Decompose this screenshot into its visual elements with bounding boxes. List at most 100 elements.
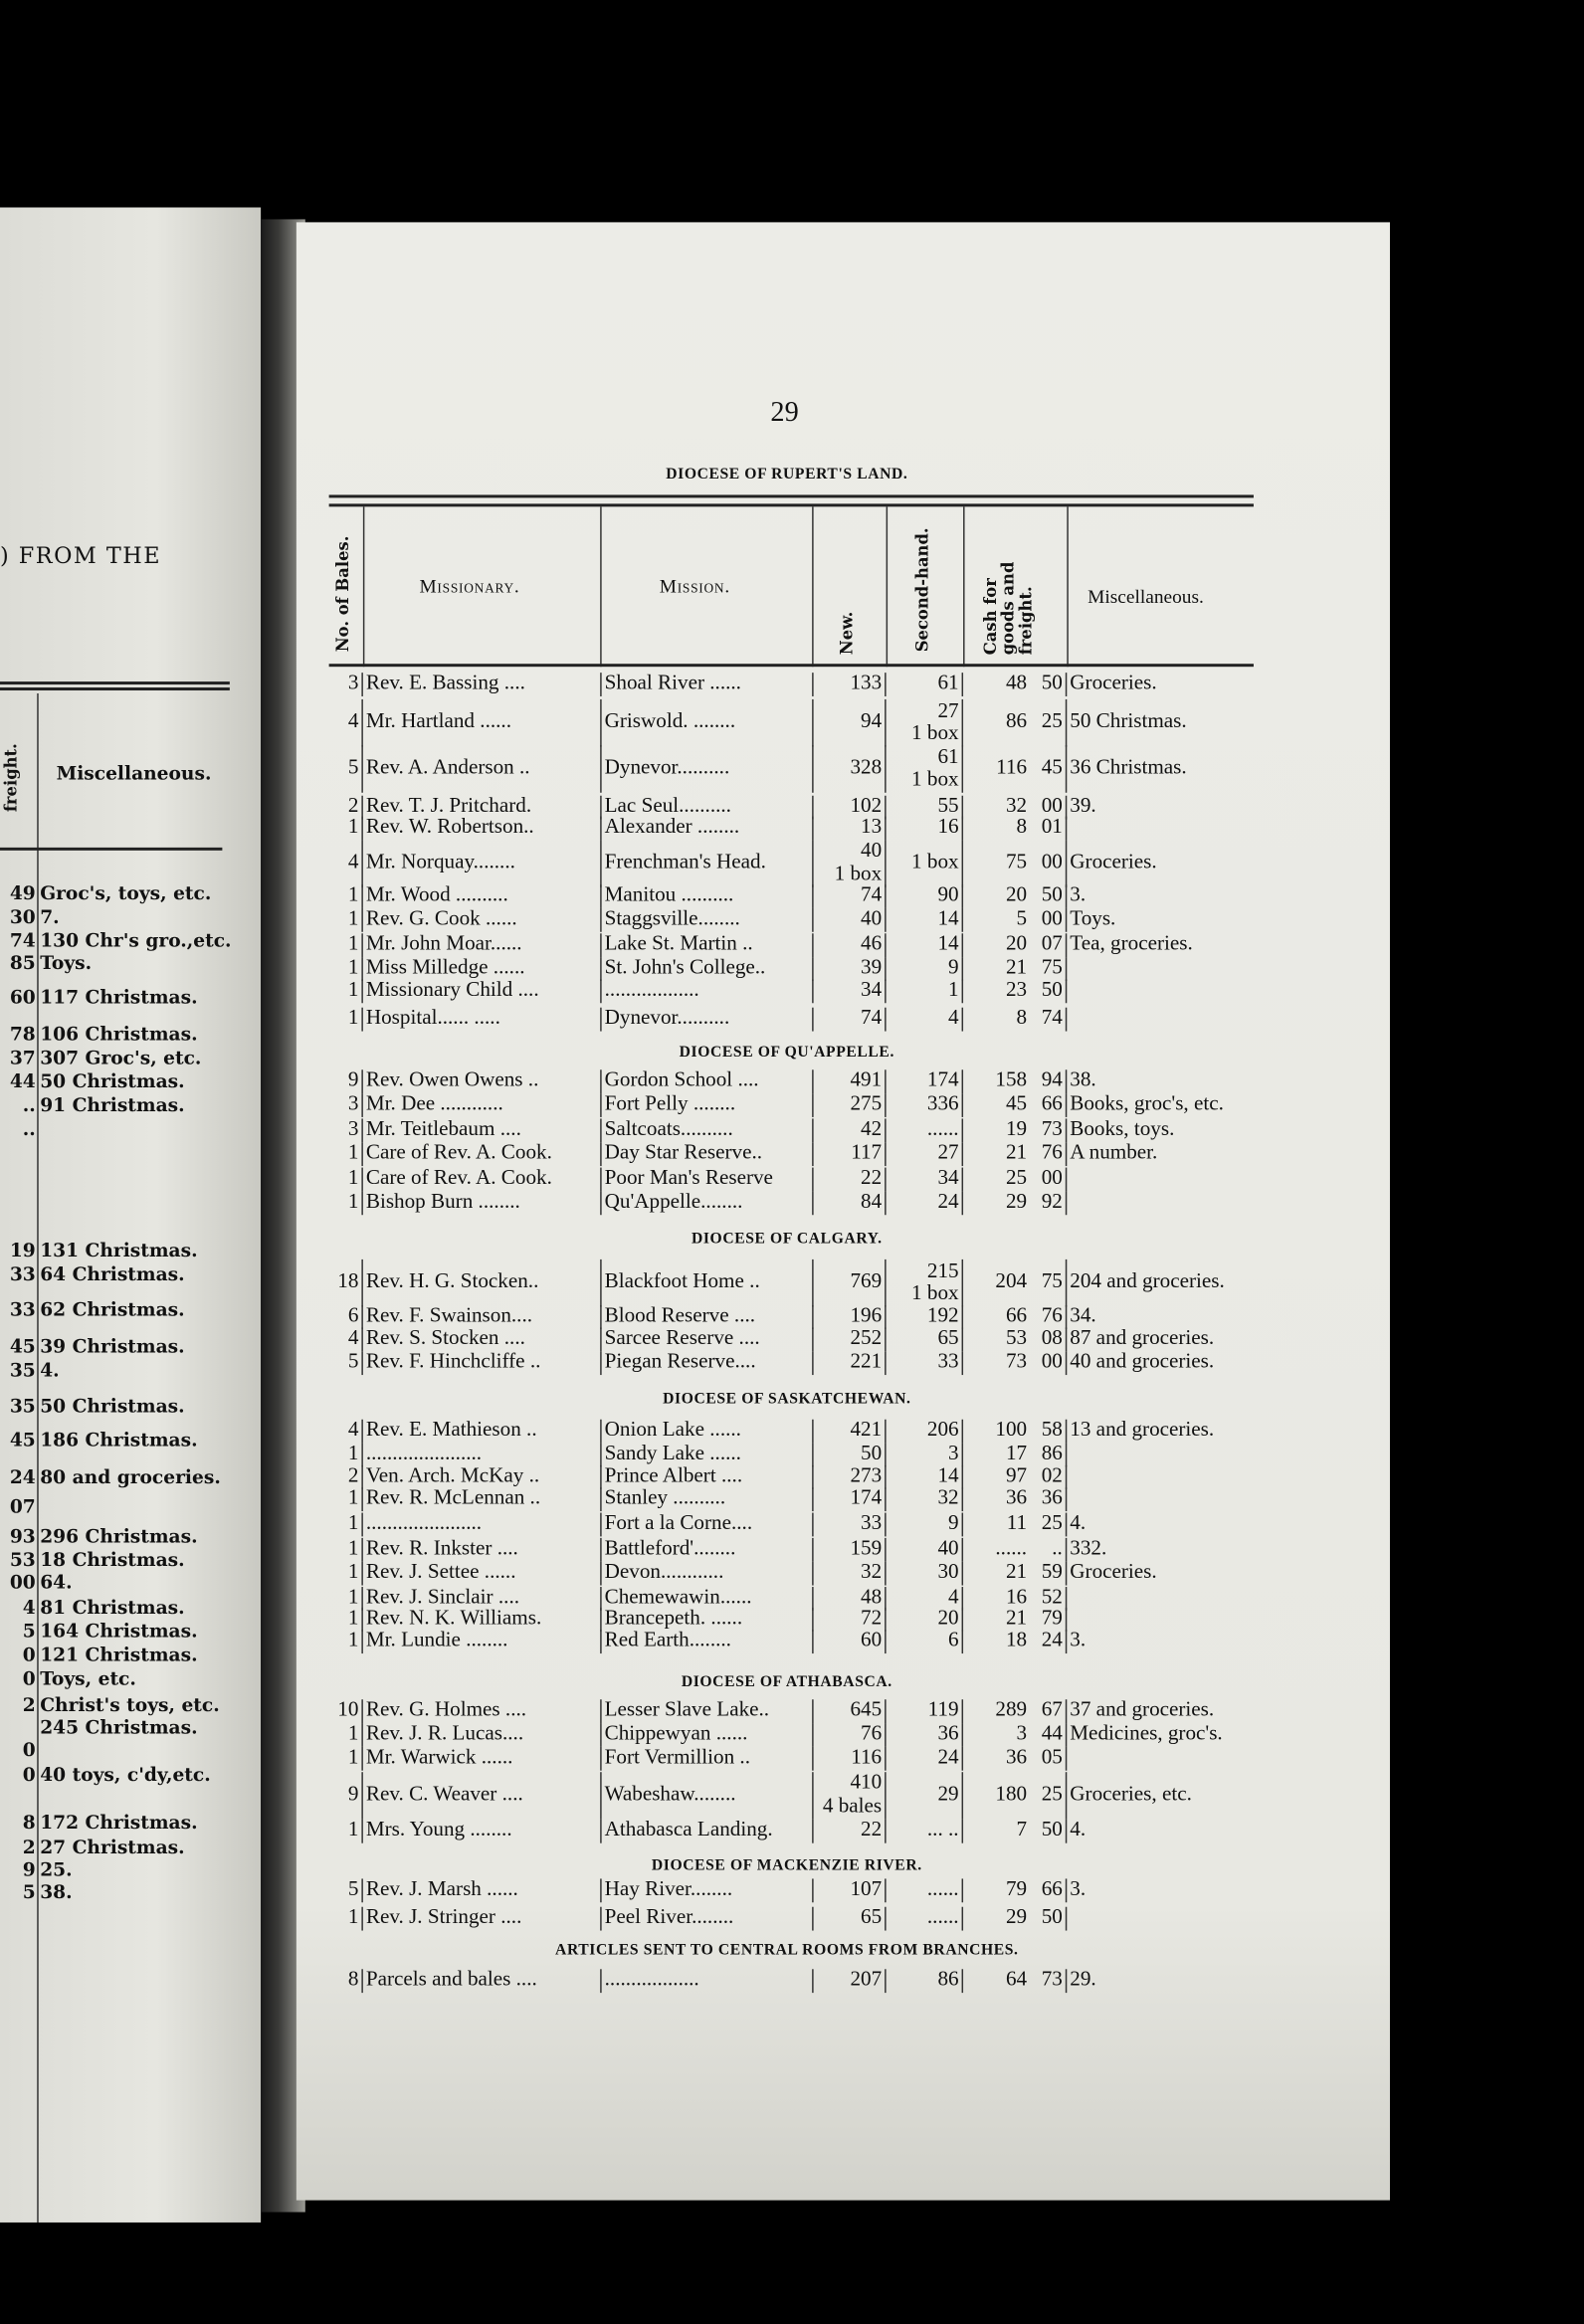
new-cell: 39: [812, 957, 887, 981]
table-row: 1...................... Sandy Lake ......…: [323, 1443, 1272, 1467]
col-header-second-hand: Second-hand.: [912, 527, 932, 653]
mission-cell: Dynevor..........: [600, 1007, 812, 1032]
cash-cents-cell: 73: [1033, 1118, 1068, 1143]
new-cell: 60: [812, 1630, 887, 1654]
table-row: 1 Rev. G. Cook ...... Staggsville........ 4…: [323, 907, 1272, 932]
new-cell: 107: [812, 1878, 887, 1903]
left-misc-value: 296 Christmas.: [40, 1524, 198, 1547]
second-hand-cell: 24: [887, 1191, 964, 1216]
header-divider: [812, 506, 814, 668]
bales-cell: 6: [323, 1305, 363, 1329]
misc-cell: [1067, 817, 1272, 841]
left-list-item: 78 106 Christmas.: [0, 1023, 198, 1047]
new-cell: 116: [812, 1746, 887, 1771]
left-freight-value: 74: [9, 928, 36, 952]
misc-cell: 87 and groceries.: [1070, 1327, 1215, 1351]
misc-cell: [1067, 1907, 1272, 1931]
section-heading: DIOCESE OF SASKATCHEWAN.: [663, 1391, 911, 1408]
mission-cell: Blood Reserve ....: [600, 1305, 812, 1329]
mission-cell: St. John's College..: [600, 957, 812, 981]
table-row: 1 Rev. J. Sinclair .... Chemewawin...... 48…: [323, 1587, 1272, 1611]
left-misc-value: Groc's, toys, etc.: [40, 881, 212, 904]
left-freight-value: 2: [22, 1693, 36, 1716]
mission-cell: ..................: [600, 979, 812, 1004]
cash-dollars-cell: 97: [1005, 1464, 1028, 1488]
mission-cell: Alexander ........: [600, 816, 812, 841]
table-row: 2 Ven. Arch. McKay .. Prince Albert .... 27…: [323, 1464, 1272, 1489]
mission-cell: Wabeshaw........: [600, 1772, 812, 1820]
misc-cell: 37 and groceries.: [1070, 1699, 1215, 1722]
left-freight-value: 0: [22, 1737, 36, 1761]
missionary-cell: Rev. E. Bassing ....: [365, 673, 525, 695]
cash-cents-cell: 75: [1033, 1259, 1068, 1307]
misc-cell: 3.: [1070, 1630, 1087, 1652]
table-row: 1 Bishop Burn ........ Qu'Appelle........ 8…: [323, 1191, 1272, 1216]
section-heading: ARTICLES SENT TO CENTRAL ROOMS FROM BRAN…: [555, 1942, 1019, 1959]
missionary-cell: ......................: [365, 1512, 483, 1536]
misc-cell: [1067, 979, 1272, 1003]
bales-cell: 18: [323, 1259, 363, 1307]
bales-cell: 1: [323, 1537, 363, 1562]
cash-dollars-cell: ......: [995, 1537, 1028, 1561]
mission-cell: Frenchman's Head.: [600, 840, 812, 888]
second-hand-cell: 14: [887, 1464, 964, 1489]
left-freight-value: ..: [22, 1116, 36, 1140]
second-hand-cell: ......: [887, 1906, 964, 1931]
left-freight-value: 53: [9, 1548, 36, 1571]
cash-cents-cell: 00: [1033, 1351, 1068, 1376]
cash-cents-cell: 50: [1033, 884, 1068, 908]
misc-cell: 4.: [1070, 1512, 1087, 1536]
col-header-bales: No. of Bales.: [333, 535, 353, 653]
cash-dollars-cell: 32: [1005, 795, 1028, 819]
cash-cents-cell: 50: [1033, 673, 1068, 696]
left-misc-value: 186 Christmas.: [40, 1428, 198, 1452]
missionary-cell: Mr. Wood ..........: [365, 884, 508, 907]
left-freight-value: 45: [9, 1428, 36, 1452]
cash-dollars-cell: 289: [995, 1699, 1028, 1722]
new-cell: 102: [812, 795, 887, 820]
bales-cell: 1: [323, 1630, 363, 1654]
mission-cell: Athabasca Landing.: [600, 1819, 812, 1843]
bales-cell: 1: [323, 1007, 363, 1032]
new-cell: 72: [812, 1607, 887, 1632]
missionary-cell: Mr. Teitlebaum ....: [365, 1118, 521, 1142]
left-list-item: 33 62 Christmas.: [0, 1298, 185, 1322]
mission-cell: Brancepeth. ......: [600, 1607, 812, 1632]
missionary-cell: Rev. R. McLennan ..: [365, 1487, 541, 1510]
mission-cell: Lesser Slave Lake..: [600, 1699, 812, 1724]
new-cell: 174: [812, 1487, 887, 1512]
cash-dollars-cell: 116: [996, 755, 1028, 780]
missionary-cell: Rev. J. Stringer ....: [365, 1906, 522, 1930]
left-freight-value: 9: [22, 1857, 36, 1880]
left-misc-value: 38.: [40, 1879, 73, 1903]
cash-dollars-cell: 20: [1005, 933, 1028, 956]
second-hand-cell: 1 box: [887, 840, 964, 888]
table-row: 4 Mr. Norquay........ Frenchman's Head. 40 …: [323, 840, 1272, 888]
mission-cell: Peel River........: [600, 1906, 812, 1931]
second-hand-cell: 336: [887, 1093, 964, 1117]
cash-cents-cell: 36: [1033, 1487, 1068, 1512]
missionary-cell: Rev. H. G. Stocken..: [365, 1269, 539, 1294]
table-row: 1 Mr. Wood .......... Manitou .......... 74…: [323, 884, 1272, 908]
new-cell: 74: [812, 1007, 887, 1032]
missionary-cell: Rev. F. Swainson....: [365, 1305, 533, 1328]
cash-dollars-cell: 8: [1016, 1007, 1028, 1031]
bales-cell: 1: [323, 957, 363, 981]
missionary-cell: Rev. W. Robertson..: [365, 816, 534, 840]
left-list-item: 9 25.: [0, 1858, 73, 1882]
misc-cell: [1067, 1444, 1272, 1467]
missionary-cell: Rev. T. J. Pritchard.: [365, 795, 532, 819]
bales-cell: 1: [323, 1819, 363, 1843]
missionary-cell: Rev. R. Inkster ....: [365, 1537, 518, 1561]
cash-cents-cell: 66: [1033, 1878, 1068, 1903]
cash-dollars-cell: 8: [1016, 816, 1028, 840]
mission-cell: Dynevor..........: [600, 745, 812, 793]
table-row: 10 Rev. G. Holmes .... Lesser Slave Lake..…: [323, 1699, 1272, 1724]
left-freight-value: 45: [9, 1334, 36, 1358]
cash-dollars-cell: 17: [1005, 1443, 1028, 1466]
missionary-cell: Parcels and bales ....: [365, 1969, 537, 1992]
mission-cell: Chemewawin......: [600, 1587, 812, 1611]
left-list-item: 4 81 Christmas.: [0, 1596, 185, 1620]
cash-cents-cell: 00: [1033, 1167, 1068, 1192]
section-heading: DIOCESE OF QU'APPELLE.: [679, 1044, 894, 1062]
